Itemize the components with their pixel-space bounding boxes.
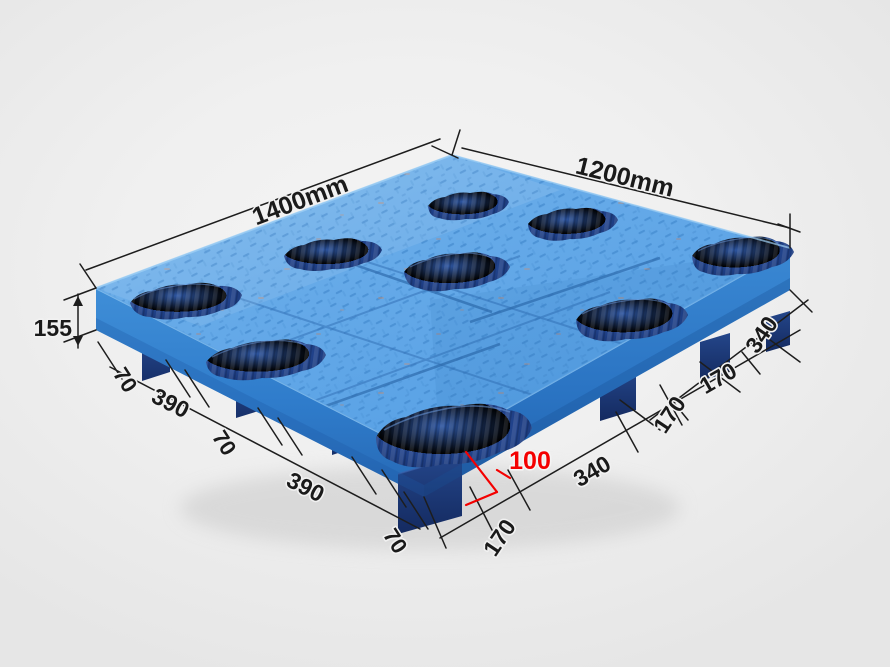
dimension-lines — [63, 129, 813, 549]
cavity-front-left — [376, 403, 532, 468]
cavity-right-edge — [692, 236, 794, 276]
pallet-skirt-left — [96, 288, 424, 497]
cavity-front-center — [576, 298, 688, 342]
cavity-back-left — [130, 282, 242, 320]
pallet-foot-cavities — [130, 191, 794, 468]
cavity-mid-left — [206, 339, 326, 381]
cavity-mid-center — [404, 252, 510, 292]
left-chain-seg-2: 70 — [207, 426, 241, 460]
foot-height-leader — [464, 450, 512, 507]
cavity-mid-right-upper — [528, 207, 618, 241]
dimension-height-label: 155 — [34, 315, 73, 341]
left-chain-seg-1: 390 — [148, 383, 194, 424]
foot-height-label: 100 — [509, 447, 551, 475]
pallet-body — [94, 154, 794, 534]
cavity-back-right — [428, 191, 509, 221]
pallet-front-foot-block — [398, 455, 462, 534]
cavity-back-center — [284, 238, 382, 271]
bottom-chain-seg-2: 170 — [648, 391, 691, 437]
